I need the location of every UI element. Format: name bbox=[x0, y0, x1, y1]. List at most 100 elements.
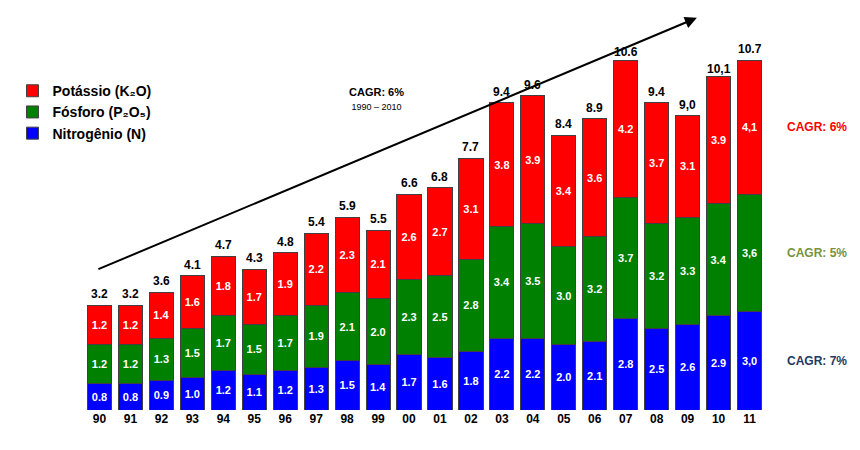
svg-text:1.3: 1.3 bbox=[154, 353, 169, 365]
svg-text:4.1: 4.1 bbox=[184, 258, 201, 272]
svg-text:4,1: 4,1 bbox=[742, 121, 757, 133]
svg-text:9,0: 9,0 bbox=[679, 98, 696, 112]
svg-text:3.3: 3.3 bbox=[680, 265, 695, 277]
svg-text:09: 09 bbox=[681, 412, 695, 426]
svg-text:1.0: 1.0 bbox=[185, 388, 200, 400]
svg-text:3.2: 3.2 bbox=[587, 283, 602, 295]
svg-text:11: 11 bbox=[743, 412, 756, 426]
svg-text:CAGR: 6%1990 – 2010: CAGR: 6%1990 – 2010 bbox=[349, 86, 404, 112]
svg-text:95: 95 bbox=[248, 412, 262, 426]
svg-text:4.3: 4.3 bbox=[246, 251, 263, 265]
svg-text:Potássio (K₂O): Potássio (K₂O) bbox=[52, 83, 151, 99]
svg-text:1.2: 1.2 bbox=[216, 384, 231, 396]
svg-text:2.2: 2.2 bbox=[309, 263, 324, 275]
svg-text:3.1: 3.1 bbox=[463, 203, 478, 215]
svg-text:1.8: 1.8 bbox=[216, 280, 231, 292]
svg-text:2.2: 2.2 bbox=[525, 368, 540, 380]
svg-text:10,1: 10,1 bbox=[707, 62, 731, 76]
svg-text:1.7: 1.7 bbox=[401, 376, 416, 388]
svg-text:9.4: 9.4 bbox=[493, 85, 510, 99]
svg-text:5.9: 5.9 bbox=[339, 199, 356, 213]
svg-text:96: 96 bbox=[279, 412, 293, 426]
svg-text:1.7: 1.7 bbox=[278, 337, 293, 349]
svg-text:6.6: 6.6 bbox=[401, 176, 418, 190]
svg-text:0.8: 0.8 bbox=[123, 391, 138, 403]
svg-text:10.6: 10.6 bbox=[614, 45, 638, 59]
svg-text:05: 05 bbox=[557, 412, 571, 426]
svg-text:3.6: 3.6 bbox=[153, 274, 170, 288]
svg-text:1.7: 1.7 bbox=[216, 337, 231, 349]
svg-text:5.4: 5.4 bbox=[308, 215, 325, 229]
svg-text:Fósforo (P₂O₅): Fósforo (P₂O₅) bbox=[52, 104, 150, 120]
svg-text:4.2: 4.2 bbox=[618, 123, 633, 135]
svg-text:3.5: 3.5 bbox=[525, 275, 540, 287]
svg-text:02: 02 bbox=[464, 412, 478, 426]
svg-text:CAGR: 6%: CAGR: 6% bbox=[787, 120, 847, 134]
svg-text:1.7: 1.7 bbox=[247, 291, 262, 303]
svg-text:92: 92 bbox=[155, 412, 169, 426]
svg-text:1.5: 1.5 bbox=[185, 347, 200, 359]
svg-text:1.6: 1.6 bbox=[185, 296, 200, 308]
svg-text:1.9: 1.9 bbox=[278, 278, 293, 290]
svg-text:1.9: 1.9 bbox=[309, 330, 324, 342]
svg-text:3.7: 3.7 bbox=[618, 252, 633, 264]
svg-text:91: 91 bbox=[124, 412, 138, 426]
svg-text:01: 01 bbox=[433, 412, 447, 426]
svg-text:3.7: 3.7 bbox=[649, 157, 664, 169]
svg-text:2.8: 2.8 bbox=[463, 299, 478, 311]
svg-text:3.4: 3.4 bbox=[556, 185, 572, 197]
svg-text:8.4: 8.4 bbox=[555, 117, 572, 131]
svg-text:1.8: 1.8 bbox=[463, 375, 478, 387]
svg-text:5.5: 5.5 bbox=[370, 212, 387, 226]
svg-text:6.8: 6.8 bbox=[431, 170, 448, 184]
svg-text:2.6: 2.6 bbox=[680, 361, 695, 373]
svg-text:4.7: 4.7 bbox=[215, 238, 232, 252]
svg-text:2.9: 2.9 bbox=[711, 357, 726, 369]
svg-text:00: 00 bbox=[402, 412, 416, 426]
svg-text:10.7: 10.7 bbox=[738, 42, 762, 56]
svg-text:93: 93 bbox=[186, 412, 200, 426]
svg-text:03: 03 bbox=[495, 412, 509, 426]
svg-text:1.3: 1.3 bbox=[309, 383, 324, 395]
svg-text:2.7: 2.7 bbox=[432, 226, 447, 238]
svg-text:3.0: 3.0 bbox=[556, 290, 571, 302]
svg-text:2.8: 2.8 bbox=[618, 358, 633, 370]
svg-text:1.2: 1.2 bbox=[123, 358, 138, 370]
svg-text:CAGR: 7%: CAGR: 7% bbox=[787, 354, 847, 368]
svg-text:8.9: 8.9 bbox=[586, 101, 603, 115]
svg-text:06: 06 bbox=[588, 412, 602, 426]
svg-text:2.1: 2.1 bbox=[370, 258, 385, 270]
svg-text:1.6: 1.6 bbox=[432, 378, 447, 390]
svg-text:3.2: 3.2 bbox=[122, 287, 139, 301]
svg-text:2.5: 2.5 bbox=[432, 311, 447, 323]
svg-text:Nitrogênio (N): Nitrogênio (N) bbox=[52, 126, 145, 142]
svg-text:2.6: 2.6 bbox=[401, 231, 416, 243]
svg-text:04: 04 bbox=[526, 412, 540, 426]
svg-text:3.4: 3.4 bbox=[494, 276, 510, 288]
svg-text:08: 08 bbox=[650, 412, 664, 426]
svg-text:1.2: 1.2 bbox=[278, 384, 293, 396]
svg-text:2.3: 2.3 bbox=[401, 311, 416, 323]
svg-text:97: 97 bbox=[309, 412, 323, 426]
svg-text:3,6: 3,6 bbox=[742, 247, 757, 259]
svg-text:1.2: 1.2 bbox=[92, 358, 107, 370]
svg-text:3.2: 3.2 bbox=[91, 287, 108, 301]
svg-text:2.0: 2.0 bbox=[370, 326, 385, 338]
svg-text:2.1: 2.1 bbox=[587, 370, 602, 382]
svg-text:2.3: 2.3 bbox=[339, 249, 354, 261]
svg-text:CAGR: 5%: CAGR: 5% bbox=[787, 246, 847, 260]
svg-text:1.5: 1.5 bbox=[247, 343, 262, 355]
svg-text:1.2: 1.2 bbox=[123, 319, 138, 331]
svg-text:0.9: 0.9 bbox=[154, 389, 169, 401]
svg-text:10: 10 bbox=[712, 412, 726, 426]
svg-text:1.2: 1.2 bbox=[92, 319, 107, 331]
svg-text:9.6: 9.6 bbox=[524, 78, 541, 92]
svg-text:3,0: 3,0 bbox=[742, 355, 757, 367]
svg-text:2.2: 2.2 bbox=[494, 368, 509, 380]
svg-text:3.9: 3.9 bbox=[525, 154, 540, 166]
svg-text:3.8: 3.8 bbox=[494, 159, 509, 171]
svg-text:7.7: 7.7 bbox=[462, 140, 479, 154]
svg-text:0.8: 0.8 bbox=[92, 391, 107, 403]
svg-text:99: 99 bbox=[371, 412, 385, 426]
svg-text:3.1: 3.1 bbox=[680, 160, 695, 172]
